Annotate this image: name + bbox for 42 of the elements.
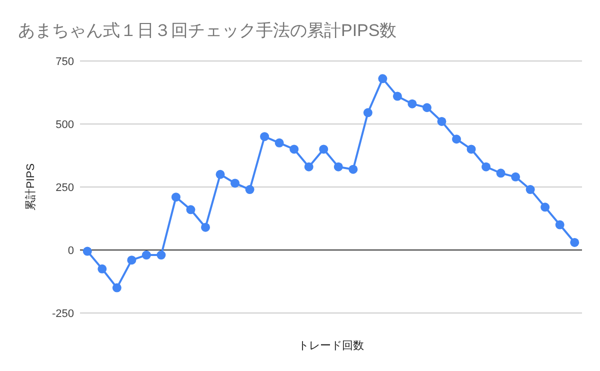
- point: [466, 144, 476, 154]
- point: [216, 170, 225, 179]
- point: [171, 192, 180, 202]
- point: [422, 103, 432, 112]
- point: [156, 250, 166, 260]
- point: [392, 92, 402, 101]
- point: [127, 256, 136, 265]
- x-axis-title: トレード回数: [298, 340, 364, 352]
- point: [112, 283, 122, 292]
- point: [496, 168, 506, 178]
- y-tick-label: 250: [56, 182, 74, 194]
- point: [230, 178, 240, 188]
- y-axis-title: 累計PIPS: [24, 163, 37, 211]
- point: [348, 164, 358, 174]
- point: [511, 172, 520, 182]
- chart-title: あまちゃん式１日３回チェック手法の累計PIPS数: [18, 21, 397, 40]
- point: [540, 202, 550, 212]
- y-tick-label: 500: [56, 119, 74, 131]
- point: [437, 116, 446, 126]
- point: [274, 138, 284, 148]
- point: [260, 132, 270, 142]
- point: [526, 185, 535, 194]
- point: [482, 162, 491, 172]
- point: [378, 74, 388, 84]
- point: [142, 250, 151, 260]
- y-tick-label: 0: [68, 245, 74, 257]
- point: [408, 99, 417, 108]
- point: [245, 185, 254, 194]
- point: [319, 144, 328, 154]
- point: [555, 220, 564, 230]
- point: [363, 108, 372, 118]
- y-tick-label: -250: [52, 308, 74, 320]
- point: [452, 134, 461, 144]
- point: [82, 246, 92, 256]
- y-tick-label: 750: [56, 56, 74, 68]
- point: [186, 205, 196, 214]
- point: [570, 238, 580, 247]
- point: [98, 264, 107, 274]
- point: [334, 162, 343, 172]
- point: [290, 144, 299, 154]
- point: [201, 222, 210, 232]
- point: [304, 162, 314, 172]
